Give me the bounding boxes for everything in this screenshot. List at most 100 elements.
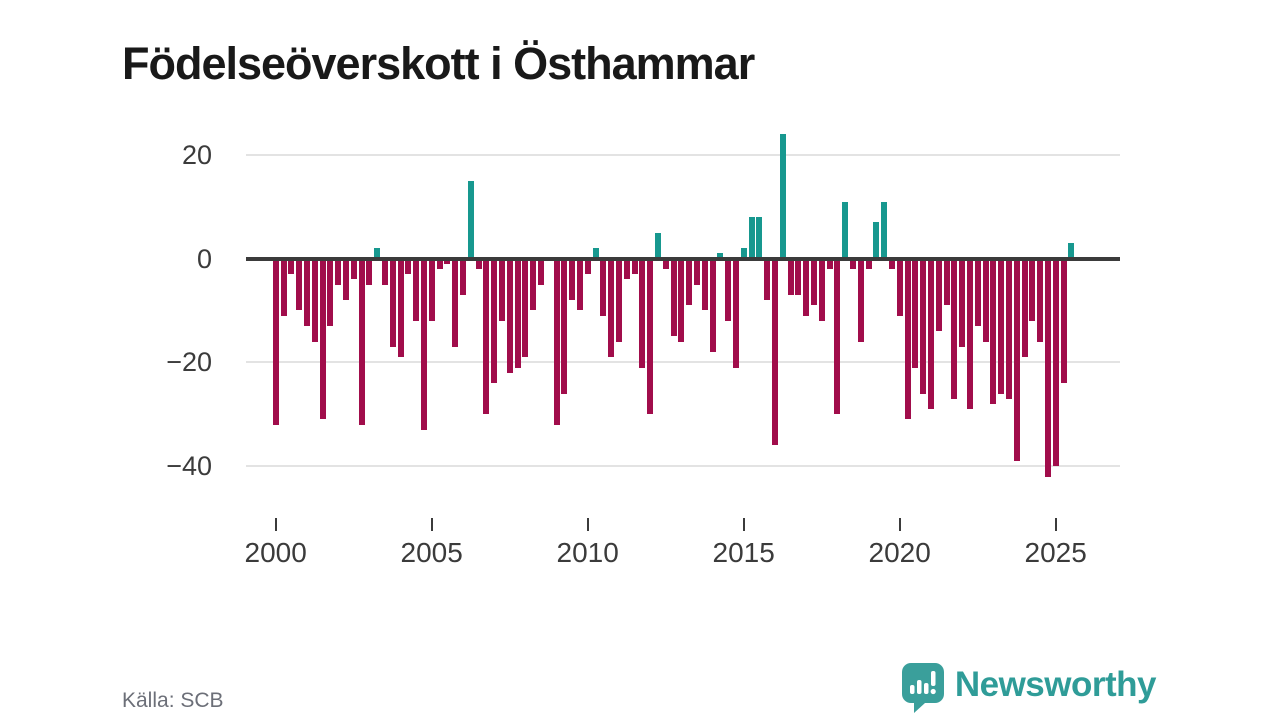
- bar-negative: [491, 258, 498, 384]
- bar-negative: [600, 258, 607, 316]
- bar-negative: [990, 258, 997, 404]
- gridline-y--20: [246, 361, 1120, 364]
- bar-negative: [631, 258, 638, 275]
- bar-positive: [592, 248, 599, 259]
- x-axis-tick-2000: [274, 518, 277, 531]
- bar-negative: [389, 258, 396, 347]
- bar-negative: [483, 258, 490, 415]
- bar-negative: [623, 258, 630, 280]
- bar-negative: [475, 258, 482, 269]
- x-axis-label: 2020: [868, 537, 931, 568]
- bar-negative: [358, 258, 365, 425]
- bar-negative: [350, 258, 357, 280]
- bar-negative: [413, 258, 420, 321]
- bar-positive: [873, 222, 880, 259]
- bar-negative: [896, 258, 903, 316]
- bar-negative: [280, 258, 287, 316]
- bar-negative: [732, 258, 739, 368]
- newsworthy-logo: Newsworthy: [901, 663, 1157, 713]
- x-axis-label: 2005: [400, 537, 463, 568]
- bar-negative: [405, 258, 412, 275]
- bar-positive: [374, 248, 381, 259]
- bar-negative: [569, 258, 576, 301]
- bar-negative: [608, 258, 615, 358]
- bar-positive: [654, 232, 661, 259]
- bar-negative: [935, 258, 942, 332]
- x-axis-tick-2020: [898, 518, 901, 531]
- bar-negative: [576, 258, 583, 311]
- y-axis-label: 20: [181, 139, 212, 170]
- bar-negative: [810, 258, 817, 306]
- bar-negative: [272, 258, 279, 425]
- bar-negative: [537, 258, 544, 285]
- bar-negative: [319, 258, 326, 420]
- bar-negative: [436, 258, 443, 269]
- bar-negative: [428, 258, 435, 321]
- bar-negative: [444, 258, 451, 264]
- x-axis-label: 2015: [712, 537, 775, 568]
- bar-positive: [467, 180, 474, 259]
- bar-negative: [1052, 258, 1059, 467]
- bar-negative: [904, 258, 911, 420]
- bar-negative: [1029, 258, 1036, 321]
- bar-negative: [498, 258, 505, 321]
- bar-positive: [842, 201, 849, 259]
- bar-negative: [849, 258, 856, 269]
- bar-positive: [1068, 243, 1075, 259]
- x-axis-label: 2025: [1024, 537, 1087, 568]
- bar-negative: [888, 258, 895, 269]
- gridline-y-20: [246, 153, 1120, 156]
- x-axis-label: 2000: [244, 537, 307, 568]
- bar-negative: [366, 258, 373, 285]
- bar-negative: [920, 258, 927, 394]
- bar-negative: [561, 258, 568, 394]
- x-axis-label: 2010: [556, 537, 619, 568]
- bar-negative: [506, 258, 513, 373]
- bar-negative: [553, 258, 560, 425]
- newsworthy-speech-bubble-bar-chart-icon: [901, 663, 944, 713]
- bar-negative: [639, 258, 646, 368]
- bar-negative: [335, 258, 342, 285]
- bar-negative: [522, 258, 529, 358]
- zero-axis-line: [246, 256, 1120, 261]
- bar-positive: [756, 217, 763, 259]
- bar-positive: [779, 134, 786, 259]
- bar-positive: [717, 253, 724, 259]
- bar-negative: [951, 258, 958, 399]
- bar-negative: [974, 258, 981, 327]
- bar-negative: [1005, 258, 1012, 399]
- bar-negative: [1037, 258, 1044, 342]
- bar-negative: [1013, 258, 1020, 461]
- bar-negative: [803, 258, 810, 316]
- bar-negative: [764, 258, 771, 301]
- bar-negative: [959, 258, 966, 347]
- bar-negative: [459, 258, 466, 295]
- y-axis-label: 0: [196, 243, 212, 274]
- bar-negative: [311, 258, 318, 342]
- bar-negative: [670, 258, 677, 337]
- gridline-y--40: [246, 465, 1120, 468]
- bar-negative: [998, 258, 1005, 394]
- bar-negative: [288, 258, 295, 275]
- bar-negative: [296, 258, 303, 311]
- bar-negative: [709, 258, 716, 352]
- bar-negative: [787, 258, 794, 295]
- bar-negative: [1044, 258, 1051, 477]
- bar-negative: [834, 258, 841, 415]
- y-axis-label: −40: [166, 451, 212, 482]
- bar-negative: [678, 258, 685, 342]
- bar-negative: [397, 258, 404, 358]
- x-axis-tick-2025: [1054, 518, 1057, 531]
- bar-negative: [857, 258, 864, 342]
- bar-negative: [865, 258, 872, 269]
- bar-negative: [514, 258, 521, 368]
- bar-negative: [966, 258, 973, 410]
- bar-negative: [420, 258, 427, 430]
- y-axis-label: −20: [166, 347, 212, 378]
- bar-negative: [327, 258, 334, 327]
- newsworthy-wordmark: Newsworthy: [954, 665, 1157, 704]
- bar-negative: [982, 258, 989, 342]
- x-axis-tick-2005: [430, 518, 433, 531]
